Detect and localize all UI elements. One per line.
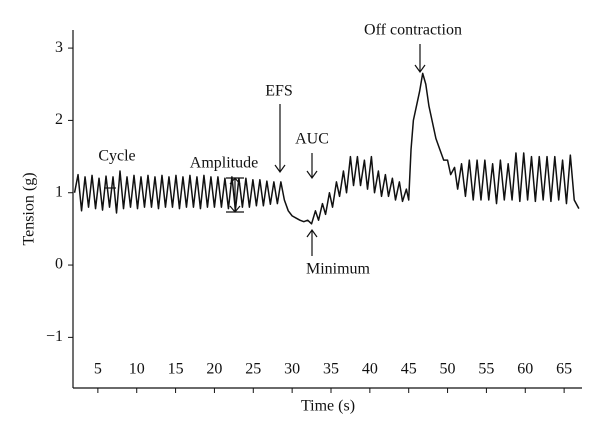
x-tick-label: 60 [517, 361, 533, 378]
trace-line [73, 72, 580, 225]
annotation-arrow [414, 44, 426, 74]
x-tick-label: 20 [206, 361, 222, 378]
x-tick-label: 10 [129, 361, 145, 378]
annotation: Cycle [98, 148, 135, 165]
annotation-arrow [226, 177, 244, 213]
annotation: EFS [265, 83, 293, 100]
annotation: AUC [295, 131, 329, 148]
annotation-arrow [306, 228, 318, 256]
annotation: Amplitude [190, 155, 258, 172]
y-tick-label: 0 [55, 256, 63, 273]
x-tick-label: 45 [401, 361, 417, 378]
annotation: Off contraction [364, 22, 462, 39]
x-tick-label: 65 [556, 361, 572, 378]
x-tick-label: 15 [168, 361, 184, 378]
x-tick-label: 30 [284, 361, 300, 378]
x-tick-label: 40 [362, 361, 378, 378]
annotation-arrow [274, 104, 286, 174]
x-tick-label: 50 [440, 361, 456, 378]
x-axis-label: Time (s) [301, 398, 355, 415]
x-tick-label: 55 [478, 361, 494, 378]
y-tick-label: 2 [55, 111, 63, 128]
y-tick-label: 3 [55, 39, 63, 56]
y-tick-label: 1 [55, 183, 63, 200]
annotation-arrow [306, 153, 318, 180]
y-axis-label: Tension (g) [21, 172, 38, 245]
x-tick-label: 5 [94, 361, 102, 378]
x-tick-label: 35 [323, 361, 339, 378]
x-tick-label: 25 [245, 361, 261, 378]
y-tick-label: −1 [46, 328, 63, 345]
annotation: Minimum [306, 261, 371, 278]
